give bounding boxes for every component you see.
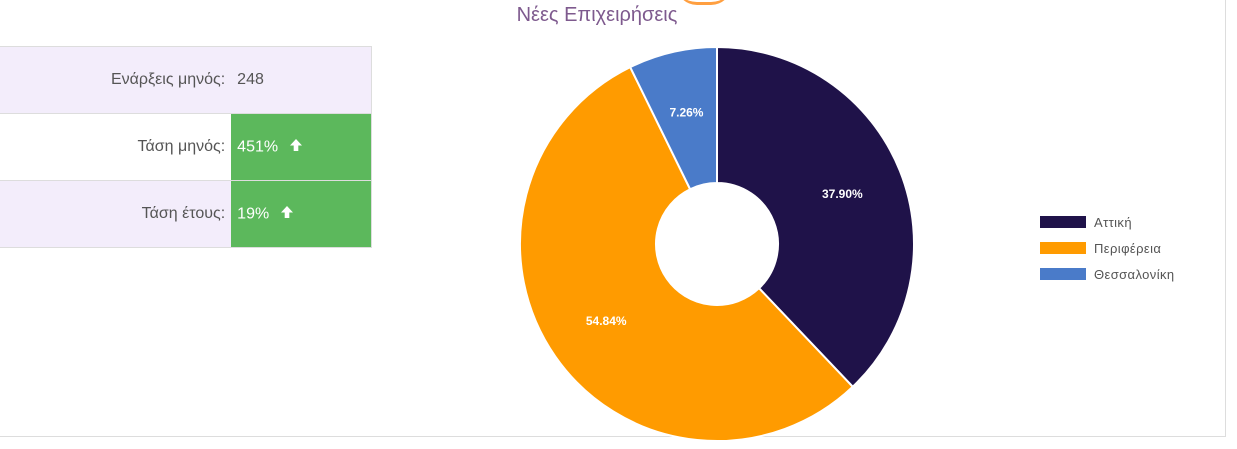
legend-swatch <box>1040 268 1086 280</box>
header-accent <box>676 0 732 5</box>
stats-row-starts: Ενάρξεις μηνός: 248 <box>0 46 373 114</box>
slice-2[interactable] <box>628 45 718 191</box>
starts-value: 248 <box>231 46 373 114</box>
slice-label-1: 54.84% <box>586 314 627 328</box>
stats-row-month-trend: Τάση μηνός: 451% <box>0 113 373 181</box>
legend-label: Θεσσαλονίκη <box>1094 266 1175 282</box>
year-trend-value: 19% <box>231 180 373 248</box>
legend-label: Αττική <box>1094 214 1132 230</box>
month-trend-label: Τάση μηνός: <box>0 113 232 181</box>
slice-0[interactable] <box>716 45 915 389</box>
month-trend-number: 451% <box>237 138 279 156</box>
donut-chart: 37.90% 54.84% 7.26% <box>519 45 915 442</box>
chart-panel: Νέες Επιχειρήσεις Ενάρξεις μηνός: 248 Τά… <box>0 0 1226 442</box>
slice-1[interactable] <box>519 65 855 442</box>
legend-item-2[interactable]: Θεσσαλονίκη <box>1040 261 1175 287</box>
slice-label-2: 7.26% <box>669 105 703 119</box>
legend-item-0[interactable]: Αττική <box>1040 209 1175 235</box>
stats-row-year-trend: Τάση έτους: 19% <box>0 180 373 248</box>
slice-label-0: 37.90% <box>822 187 863 201</box>
year-trend-number: 19% <box>237 205 270 223</box>
arrow-up-icon <box>280 205 294 224</box>
starts-label: Ενάρξεις μηνός: <box>0 46 232 114</box>
legend-label: Περιφέρεια <box>1094 240 1162 256</box>
year-trend-label: Τάση έτους: <box>0 180 232 248</box>
chart-legend: Αττική Περιφέρεια Θεσσαλονίκη <box>1040 209 1175 287</box>
chart-title: Νέες Επιχειρήσεις <box>516 4 678 26</box>
stats-table: Ενάρξεις μηνός: 248 Τάση μηνός: 451% Τάσ… <box>0 46 373 248</box>
month-trend-value: 451% <box>231 113 373 181</box>
legend-swatch <box>1040 242 1086 254</box>
arrow-up-icon <box>289 138 303 157</box>
legend-item-1[interactable]: Περιφέρεια <box>1040 235 1175 261</box>
legend-swatch <box>1040 216 1086 228</box>
